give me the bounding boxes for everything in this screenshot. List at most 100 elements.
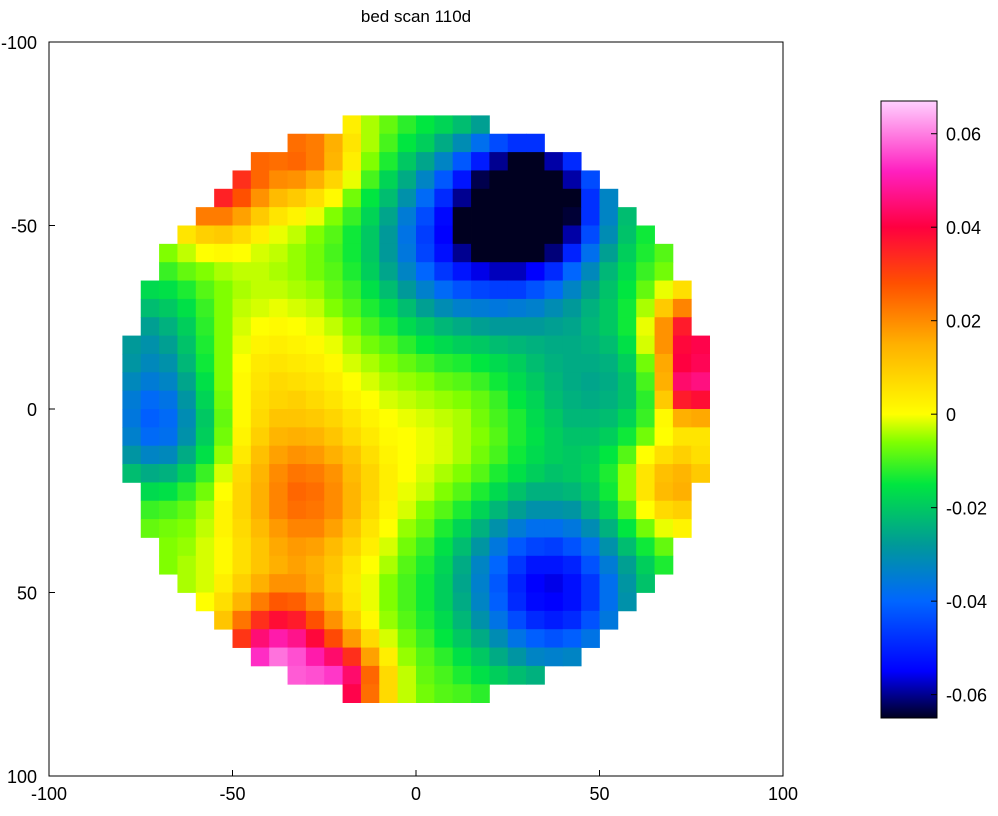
heatmap-cell <box>140 519 160 538</box>
heatmap-cell <box>360 574 380 593</box>
heatmap-cell <box>342 610 362 630</box>
heatmap-cell <box>269 335 288 355</box>
heatmap-cell <box>416 427 435 447</box>
heatmap-cell <box>305 390 325 410</box>
heatmap-cell <box>287 170 307 190</box>
heatmap-cell <box>452 152 472 171</box>
heatmap-cell <box>581 629 600 648</box>
heatmap-cell <box>214 243 233 263</box>
heatmap-cell <box>122 464 142 483</box>
heatmap-cell <box>434 574 454 593</box>
heatmap-cell <box>140 464 160 483</box>
heatmap-cell <box>599 519 619 538</box>
heatmap-cell <box>581 464 600 483</box>
heatmap-cell <box>434 188 454 208</box>
heatmap-cell <box>507 335 527 355</box>
heatmap-cell <box>581 298 600 318</box>
heatmap-cell <box>269 170 288 190</box>
heatmap-cell <box>360 280 380 300</box>
heatmap-cell <box>581 353 600 373</box>
heatmap-cell <box>360 427 380 447</box>
heatmap-cell <box>452 610 472 630</box>
heatmap-cell <box>434 115 454 135</box>
heatmap-cell <box>599 280 619 300</box>
heatmap-cell <box>507 445 527 465</box>
heatmap-cell <box>195 280 215 300</box>
heatmap-cell <box>214 427 233 447</box>
heatmap-cell <box>305 243 325 263</box>
heatmap-cell <box>177 537 197 557</box>
heatmap-cell <box>287 592 307 612</box>
heatmap-cell <box>489 500 509 520</box>
heatmap-cell <box>599 537 619 557</box>
heatmap-cell <box>269 464 288 483</box>
heatmap-cell <box>159 519 178 538</box>
heatmap-cell <box>379 243 399 263</box>
heatmap-cell <box>636 500 655 520</box>
heatmap-cell <box>452 317 472 336</box>
heatmap-cell <box>544 188 564 208</box>
heatmap-cell <box>379 335 399 355</box>
colorbar-tick-label: 0.04 <box>946 218 981 238</box>
heatmap-cell <box>269 298 288 318</box>
heatmap-cell <box>434 207 454 226</box>
heatmap-cell <box>159 482 178 502</box>
heatmap-cell <box>489 243 509 263</box>
heatmap-cell <box>434 152 454 171</box>
heatmap-cell <box>562 500 582 520</box>
heatmap-cell <box>599 335 619 355</box>
heatmap-cell <box>434 610 454 630</box>
heatmap-cell <box>287 262 307 281</box>
heatmap-cell <box>617 262 637 281</box>
heatmap-cell <box>434 684 454 703</box>
heatmap-cell <box>654 409 674 428</box>
heatmap-cell <box>489 445 509 465</box>
heatmap-cell <box>471 298 490 318</box>
heatmap-cell <box>452 537 472 557</box>
heatmap-cell <box>305 574 325 593</box>
heatmap-cell <box>250 188 270 208</box>
heatmap-cell <box>214 592 233 612</box>
heatmap-cell <box>599 555 619 575</box>
heatmap-cell <box>617 298 637 318</box>
heatmap-cell <box>434 427 454 447</box>
heatmap-cell <box>397 464 417 483</box>
heatmap-cell <box>434 555 454 575</box>
heatmap-cell <box>526 482 545 502</box>
heatmap-cell <box>452 629 472 648</box>
heatmap-cell <box>232 225 252 245</box>
heatmap-cell <box>379 482 399 502</box>
heatmap-cell <box>397 684 417 703</box>
heatmap-cell <box>691 390 710 410</box>
heatmap-cell <box>360 555 380 575</box>
heatmap-cell <box>471 207 490 226</box>
heatmap-cell <box>397 372 417 392</box>
heatmap-cell <box>672 280 692 300</box>
heatmap-cell <box>471 445 490 465</box>
heatmap-cell <box>177 243 197 263</box>
heatmap-cell <box>324 207 343 226</box>
heatmap-cell <box>416 519 435 538</box>
heatmap-cell <box>250 629 270 648</box>
heatmap-cell <box>617 500 637 520</box>
heatmap-cell <box>416 500 435 520</box>
heatmap-cell <box>562 555 582 575</box>
heatmap-cell <box>654 555 674 575</box>
heatmap-cell <box>636 409 655 428</box>
heatmap-cell <box>214 445 233 465</box>
heatmap-cell <box>287 372 307 392</box>
heatmap-cell <box>471 537 490 557</box>
heatmap-cell <box>287 152 307 171</box>
heatmap-cell <box>471 555 490 575</box>
heatmap-cell <box>324 574 343 593</box>
heatmap-cell <box>691 427 710 447</box>
heatmap-cell <box>562 409 582 428</box>
heatmap-cell <box>691 353 710 373</box>
heatmap-cell <box>452 225 472 245</box>
heatmap-cell <box>214 537 233 557</box>
heatmap-cell <box>581 335 600 355</box>
heatmap-cell <box>214 372 233 392</box>
heatmap-cell <box>672 317 692 336</box>
heatmap-cell <box>379 133 399 153</box>
heatmap-cell <box>489 629 509 648</box>
